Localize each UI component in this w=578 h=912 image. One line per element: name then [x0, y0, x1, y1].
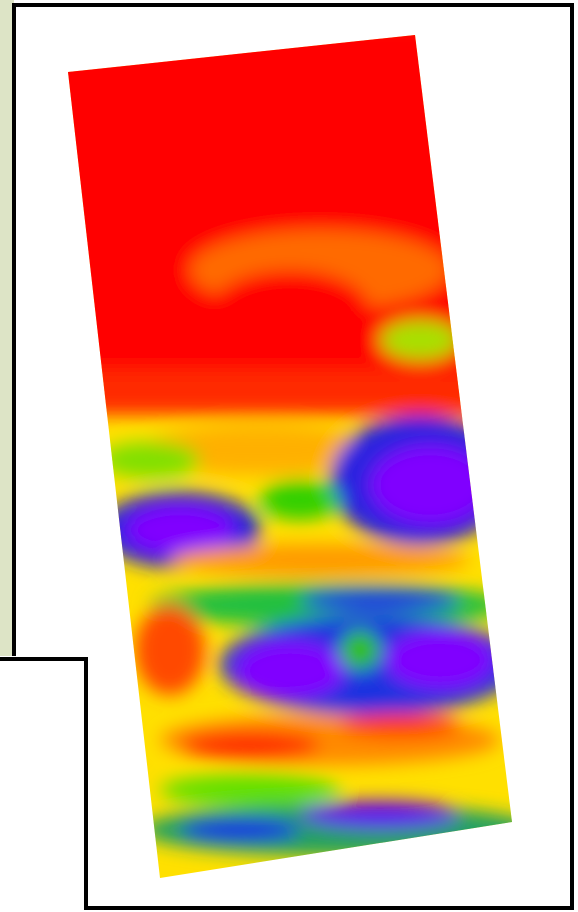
side-panel: [0, 0, 14, 656]
screenshot: [0, 0, 578, 912]
map-view: [0, 0, 578, 912]
